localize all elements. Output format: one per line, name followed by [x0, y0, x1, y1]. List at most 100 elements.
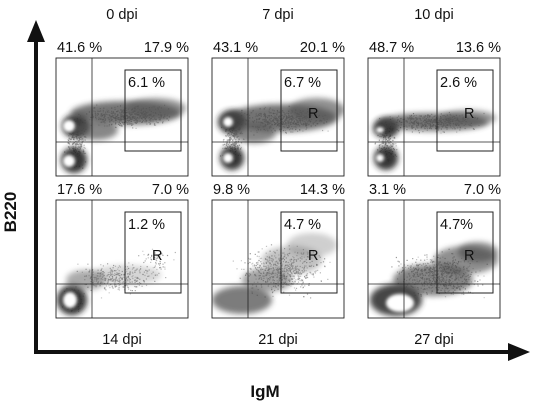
event-dot: [227, 139, 229, 141]
event-dot: [295, 289, 297, 291]
event-dot: [456, 131, 458, 133]
event-dot: [306, 276, 308, 278]
density-core: [376, 154, 384, 162]
gate-percent: 1.2 %: [128, 217, 165, 233]
event-dot: [70, 146, 72, 148]
event-dot: [238, 144, 240, 147]
event-dot: [382, 138, 384, 140]
density-core: [376, 127, 384, 133]
event-dot: [432, 261, 434, 263]
event-dot: [81, 145, 83, 147]
event-dot: [391, 145, 393, 147]
upper-right-percent: 13.6 %: [456, 40, 501, 56]
event-dot: [396, 271, 399, 273]
event-dot: [251, 263, 253, 265]
density-blob: [289, 98, 344, 122]
event-dot: [426, 256, 428, 258]
event-dot: [155, 263, 157, 265]
event-dot: [270, 244, 273, 246]
event-dot: [313, 276, 315, 278]
gate-marker: R: [152, 248, 162, 264]
upper-left-percent: 9.8 %: [213, 182, 250, 198]
event-dot: [393, 137, 395, 139]
time-point-label: 14 dpi: [102, 332, 142, 348]
event-dot: [426, 254, 428, 256]
event-dot: [385, 137, 387, 139]
event-dot: [154, 124, 157, 126]
event-dot: [231, 143, 233, 146]
plot-panel: 41.6 % 17.9 % 6.1 % 0 dpi: [55, 7, 189, 177]
event-dot: [384, 144, 386, 146]
event-dot: [329, 261, 331, 263]
event-dot: [469, 291, 471, 293]
plot-panel: 48.7 % 13.6 % 2.6 % R 10 dpi: [367, 7, 501, 177]
event-dot: [237, 145, 239, 147]
event-dot: [300, 275, 302, 277]
event-dot: [73, 142, 76, 144]
event-dot: [416, 259, 418, 261]
event-dot: [479, 279, 481, 281]
density-core: [63, 155, 75, 167]
event-dot: [75, 144, 77, 146]
event-dot: [69, 140, 71, 142]
event-dot: [424, 254, 426, 256]
event-dot: [84, 139, 86, 141]
event-dot: [293, 287, 296, 289]
event-dot: [228, 139, 231, 141]
panel-frame: [211, 57, 345, 177]
event-dot: [324, 258, 326, 260]
event-dot: [302, 286, 304, 288]
event-dot: [254, 267, 257, 269]
event-dot: [392, 143, 394, 145]
event-dot: [230, 138, 232, 140]
event-dot: [388, 139, 390, 141]
event-dot: [80, 144, 83, 146]
event-dot: [324, 266, 326, 268]
upper-left-percent: 3.1 %: [369, 182, 406, 198]
event-dot: [241, 142, 243, 144]
event-dot: [252, 262, 254, 264]
event-dot: [111, 285, 113, 287]
event-dot: [463, 293, 465, 295]
event-dot: [240, 148, 242, 150]
event-dot: [297, 279, 299, 281]
event-dot: [272, 295, 274, 297]
event-dot: [87, 263, 89, 265]
event-dot: [257, 251, 259, 253]
event-dot: [222, 147, 224, 149]
event-dot: [395, 256, 397, 259]
event-dot: [285, 132, 287, 134]
event-dot: [295, 287, 298, 289]
event-dot: [300, 273, 302, 275]
density-cloud: [218, 98, 344, 170]
gate-box: [124, 69, 182, 152]
event-dot: [147, 253, 150, 255]
event-dot: [234, 145, 236, 147]
event-dot: [389, 138, 391, 140]
event-dot: [151, 248, 154, 250]
event-dot: [482, 284, 484, 286]
event-dot: [234, 143, 236, 145]
event-dot: [261, 248, 263, 250]
density-blob: [374, 146, 398, 170]
event-dot: [122, 286, 124, 288]
event-dot: [382, 140, 384, 142]
event-dot: [410, 265, 412, 267]
event-dot: [119, 124, 121, 126]
event-dot: [77, 146, 79, 148]
event-dot: [263, 265, 265, 267]
event-dot: [308, 284, 310, 286]
event-dot: [80, 146, 83, 148]
event-dot: [239, 277, 242, 280]
event-dot: [157, 257, 159, 259]
gate-box: [280, 69, 338, 152]
event-dot: [302, 281, 304, 283]
event-dot: [77, 144, 80, 146]
panel-frame: [367, 57, 501, 177]
event-dot: [79, 145, 81, 147]
event-dot: [134, 290, 136, 292]
event-dot: [392, 144, 394, 146]
event-dot: [384, 143, 386, 145]
event-dot: [233, 143, 235, 145]
